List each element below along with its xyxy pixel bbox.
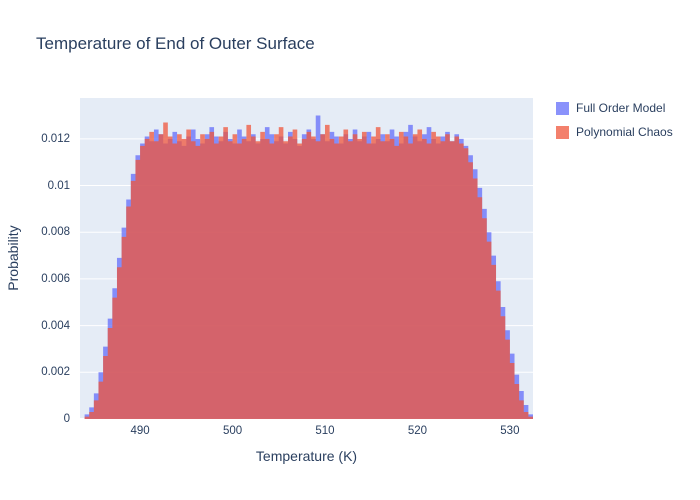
y-tick-label-0.004: 0.004 — [41, 319, 70, 332]
y-tick-label-0.012: 0.012 — [41, 132, 70, 145]
legend-label-full-order-model: Full Order Model — [576, 101, 666, 115]
legend-item-full-order-model[interactable]: Full Order Model — [556, 101, 673, 115]
histogram-series-polynomial-chaos[interactable] — [84, 122, 533, 419]
x-tick-label-530: 530 — [500, 425, 520, 437]
legend-swatch-polynomial-chaos — [556, 125, 569, 139]
legend: Full Order Model Polynomial Chaos — [556, 101, 673, 149]
y-tick-label-0.008: 0.008 — [41, 226, 70, 239]
y-tick-label-0: 0 — [63, 413, 70, 425]
x-tick-label-520: 520 — [407, 425, 428, 437]
legend-item-polynomial-chaos[interactable]: Polynomial Chaos — [556, 125, 673, 139]
y-tick-label-0.002: 0.002 — [41, 366, 70, 379]
chart-title: Temperature of End of Outer Surface — [36, 34, 315, 53]
plot-area[interactable] — [80, 98, 533, 419]
x-tick-label-490: 490 — [130, 425, 150, 437]
x-tick-label-500: 500 — [222, 425, 243, 437]
histogram-svg — [80, 115, 533, 419]
y-tick-label-0.01: 0.01 — [47, 179, 70, 192]
x-axis-title: Temperature (K) — [255, 448, 358, 464]
legend-label-polynomial-chaos: Polynomial Chaos — [576, 125, 673, 139]
legend-swatch-full-order-model — [556, 101, 569, 115]
x-tick-label-510: 510 — [315, 425, 335, 437]
y-tick-label-0.006: 0.006 — [41, 272, 70, 285]
